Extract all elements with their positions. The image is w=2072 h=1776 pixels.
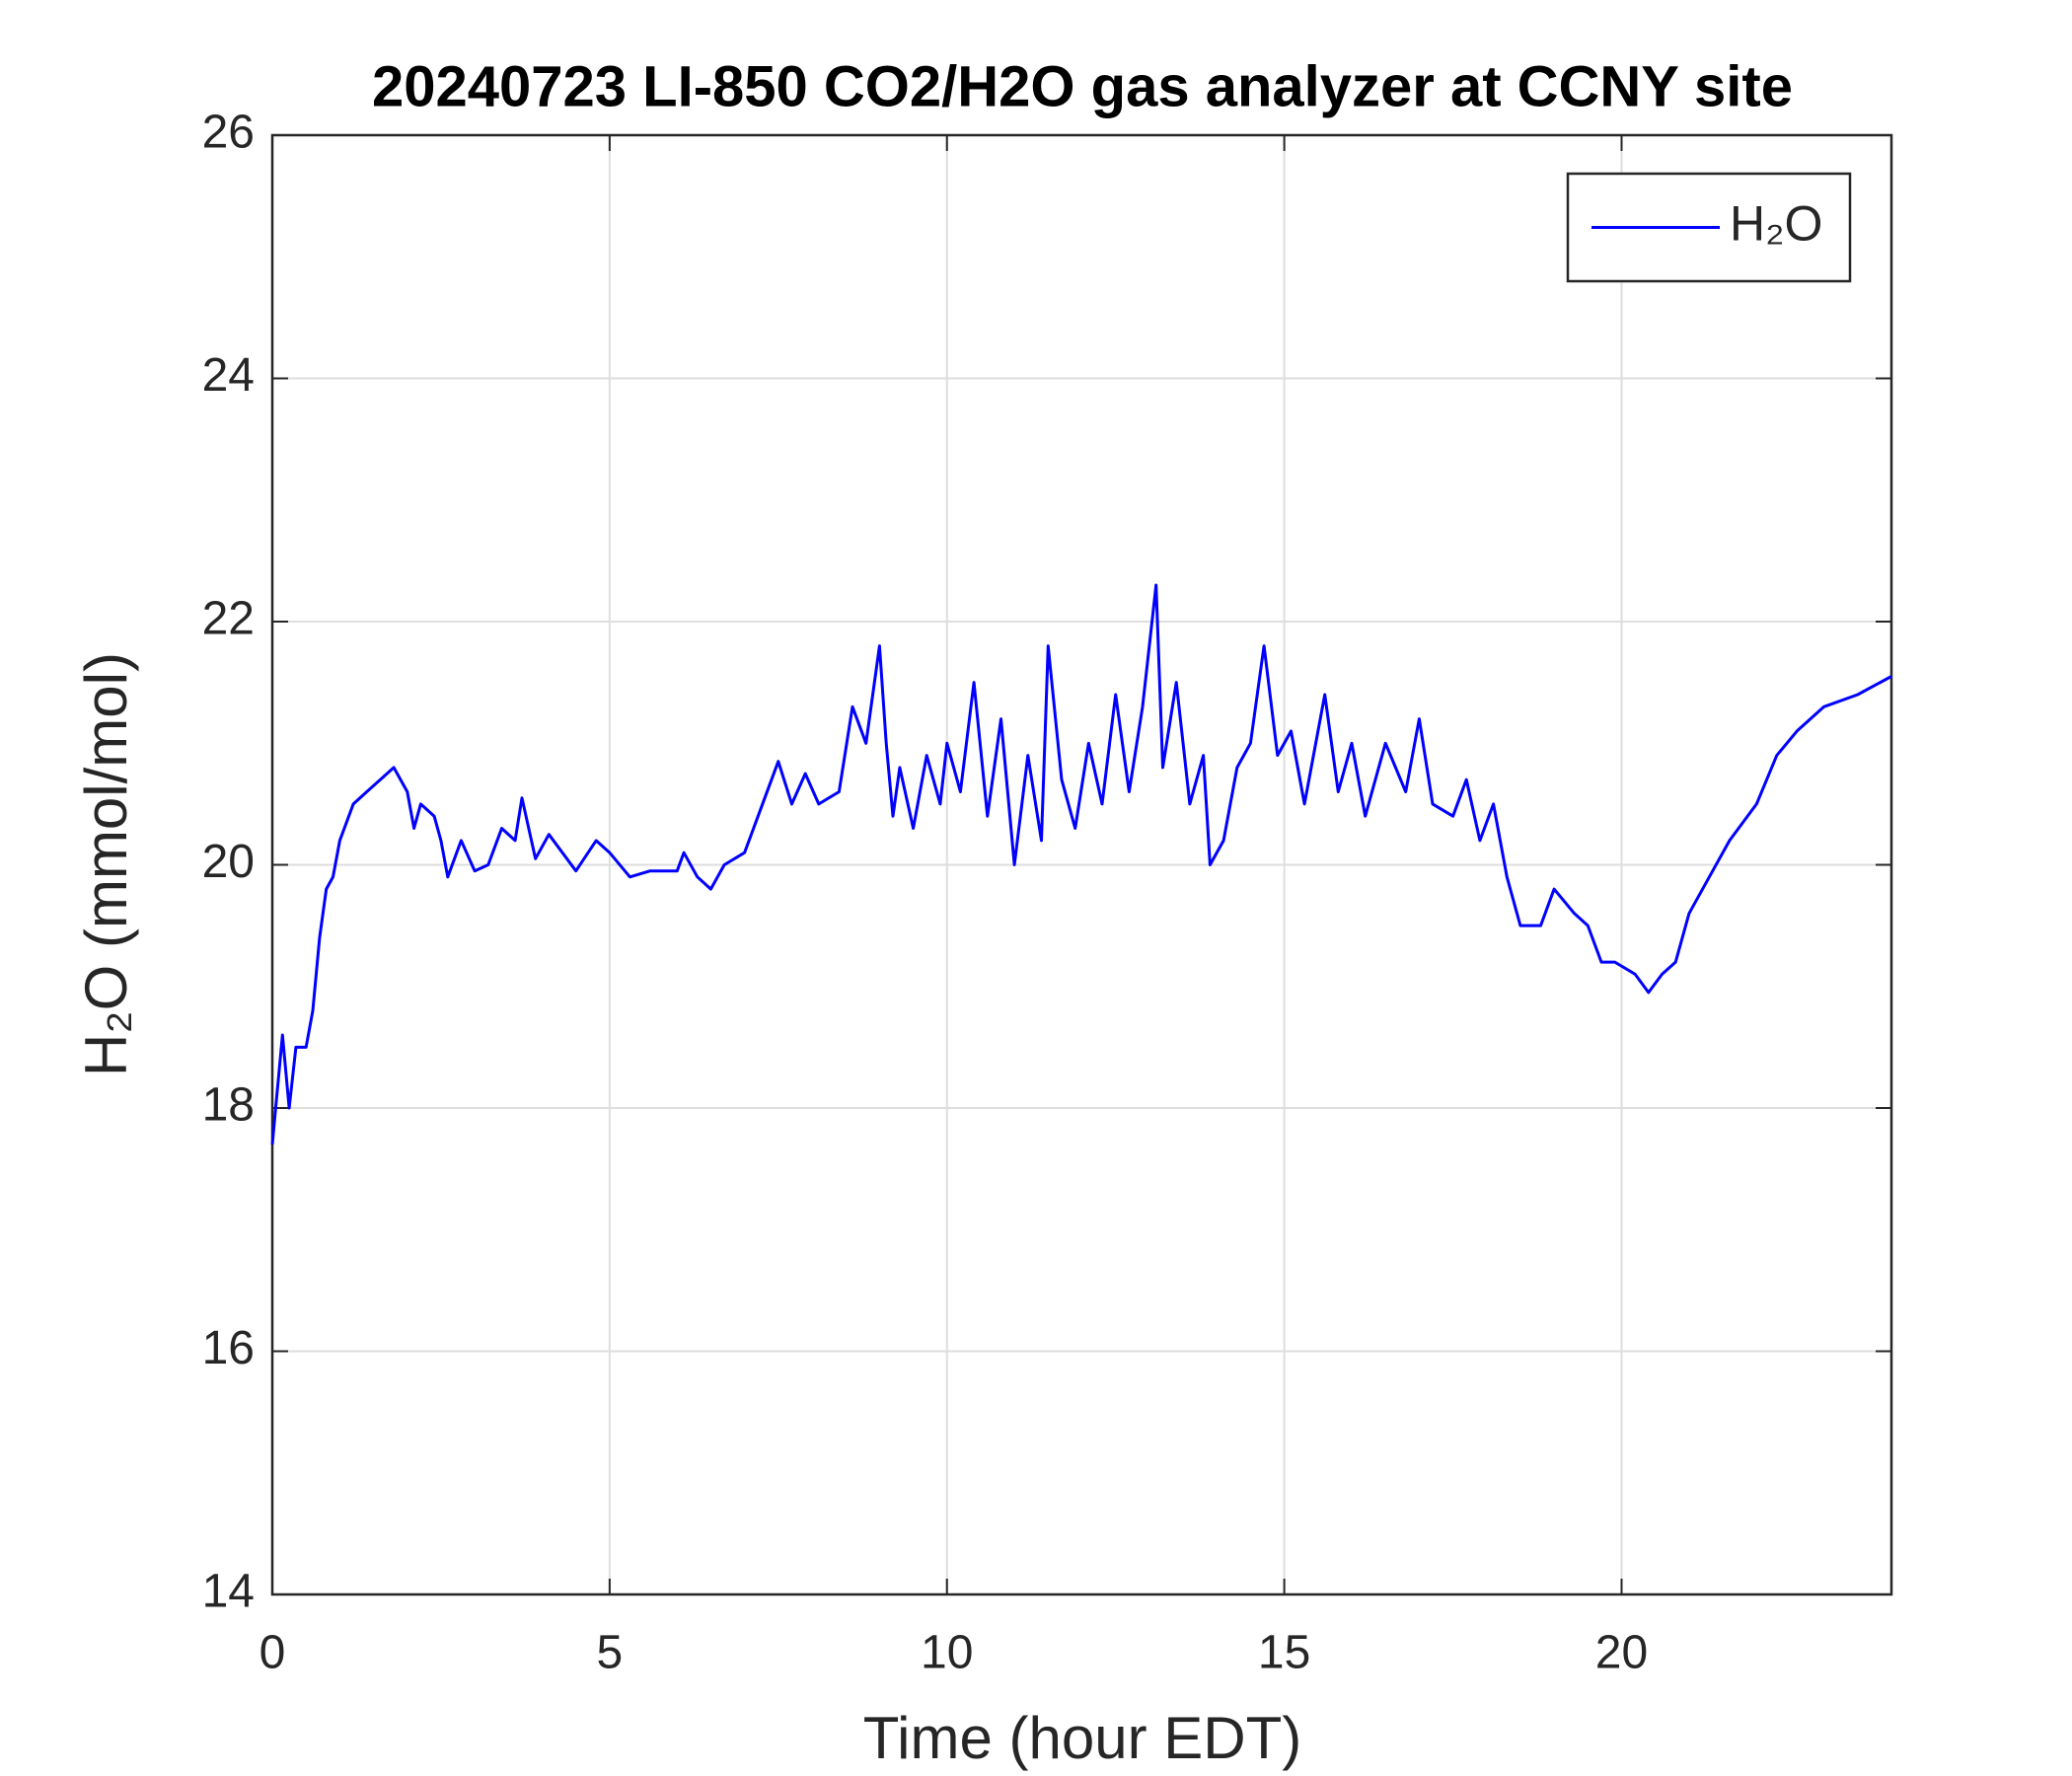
- x-tick-label: 5: [597, 1627, 624, 1679]
- y-tick-label: 22: [202, 593, 255, 645]
- data-line: [270, 583, 1892, 1146]
- x-axis-label: Time (hour EDT): [863, 1705, 1302, 1771]
- y-tick-label: 16: [202, 1322, 255, 1374]
- x-tick-label: 0: [259, 1627, 286, 1679]
- y-tick-label: 24: [202, 349, 255, 402]
- y-tick-label: 14: [202, 1566, 255, 1618]
- legend-label: H₂O: [1730, 196, 1822, 252]
- y-tick-label: 20: [202, 836, 255, 888]
- plot-frame: [270, 133, 1893, 1596]
- x-tick-label: 20: [1595, 1627, 1648, 1679]
- y-tick-label: 26: [202, 107, 255, 159]
- x-tick-label: 15: [1258, 1627, 1310, 1679]
- x-tick-label: 10: [921, 1627, 973, 1679]
- y-axis-label: H₂O (mmol/mol): [73, 652, 139, 1076]
- chart-title: 20240723 LI-850 CO2/H2O gas analyzer at …: [372, 54, 1793, 118]
- y-tick-label: 18: [202, 1079, 255, 1132]
